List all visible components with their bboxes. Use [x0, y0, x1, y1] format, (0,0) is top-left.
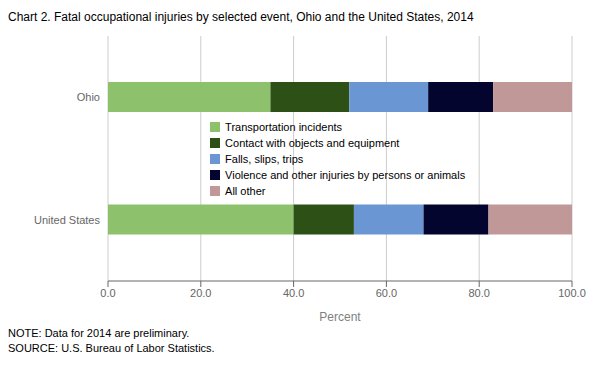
svg-text:20.0: 20.0	[190, 287, 211, 299]
html-text:SOURCE: U.S. Bureau of Labor S: SOURCE: U.S. Bureau of Labor Statistics.	[8, 342, 215, 354]
html-text:NOTE: Data for 2014 are prelim: NOTE: Data for 2014 are preliminary.	[8, 327, 190, 339]
svg-text:Percent: Percent	[319, 310, 361, 324]
html-text:All other: All other	[225, 184, 266, 197]
svg-text:60.0: 60.0	[376, 287, 397, 299]
svg-text:0.0: 0.0	[100, 287, 115, 299]
html-text:Chart 2. Fatal occupational in: Chart 2. Fatal occupational injuries by …	[8, 10, 474, 24]
svg-text:100.0: 100.0	[558, 287, 586, 299]
svg-text:40.0: 40.0	[283, 287, 304, 299]
html-text:Transportation incidents: Transportation incidents	[225, 120, 343, 133]
svg-text:80.0: 80.0	[468, 287, 489, 299]
html-text:Contact with objects and equip: Contact with objects and equipment	[225, 136, 400, 149]
html-text:Violence and other injuries by: Violence and other injuries by persons o…	[225, 168, 466, 181]
svg-text:United States: United States	[34, 214, 101, 226]
svg-text:Ohio: Ohio	[77, 91, 100, 103]
html-text:Falls, slips, trips: Falls, slips, trips	[225, 152, 304, 165]
